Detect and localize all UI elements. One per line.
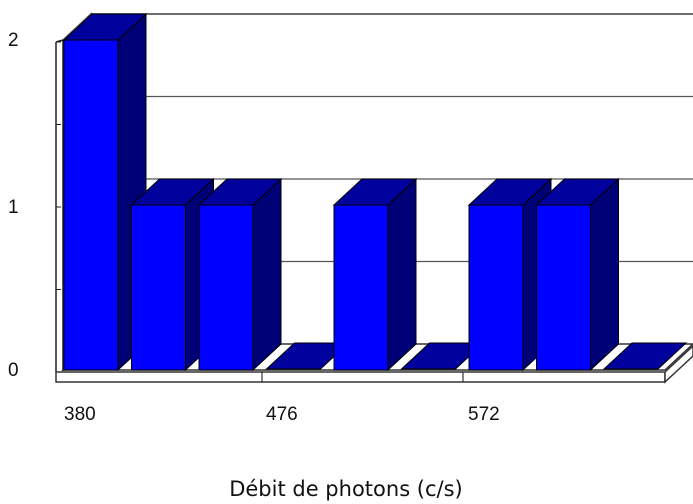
bar-7 (535, 177, 620, 372)
bar-0-front (63, 39, 119, 371)
bar-0 (62, 12, 148, 372)
x-axis-ticks: 380 476 572 (64, 404, 500, 425)
y-axis-ticks: 0 1 2 (8, 30, 19, 381)
bar-7-front (536, 204, 591, 371)
bar-1-front (131, 204, 186, 371)
x-tick-label-476: 476 (266, 404, 298, 425)
bar-8-top (602, 342, 688, 370)
bar-4-front (333, 204, 389, 371)
floor-side (664, 344, 693, 384)
bars (62, 12, 688, 372)
y-tick-label-1: 1 (8, 197, 19, 218)
bar-2-side (252, 177, 282, 372)
bar-8 (602, 342, 688, 370)
floor-front (55, 371, 666, 383)
x-tick-label-380: 380 (64, 404, 96, 425)
x-axis-label: Débit de photons (c/s) (229, 477, 463, 501)
grid-diagonal-4 (62, 13, 92, 41)
bar-2-front (198, 204, 254, 371)
y-tick-label-2: 2 (8, 30, 19, 51)
bar-2 (197, 177, 283, 372)
bar-6-front (468, 204, 524, 371)
x-tick-label-572: 572 (468, 404, 500, 425)
bar-4-side (387, 177, 417, 372)
bar-7-side (590, 177, 619, 372)
bar-4 (332, 177, 418, 372)
y-tick-label-0: 0 (8, 360, 19, 381)
